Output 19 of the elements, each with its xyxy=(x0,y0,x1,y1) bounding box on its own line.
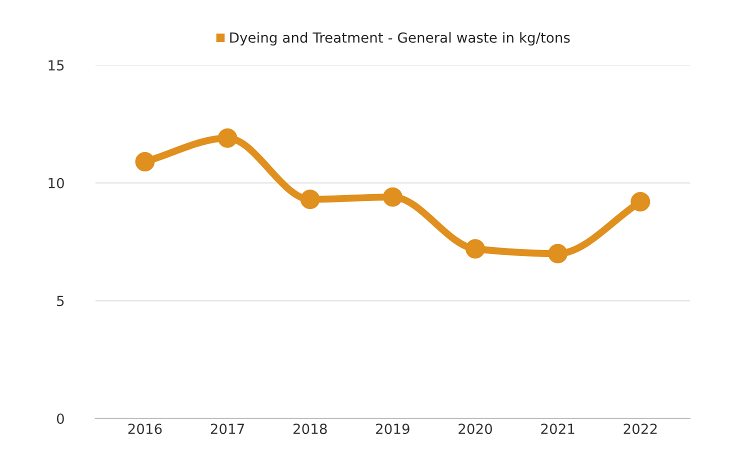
point xyxy=(548,244,568,264)
y-tick-label: 0 xyxy=(56,413,64,424)
y-tick-label: 15 xyxy=(48,60,64,71)
point xyxy=(218,128,238,148)
x-tick-label: 2021 xyxy=(541,424,574,434)
legend-label: Dyeing and Treatment - General waste in kg/tons xyxy=(230,32,570,46)
x-tick-label: 2017 xyxy=(210,424,244,434)
x-tick-label: 2022 xyxy=(624,424,657,434)
point xyxy=(300,190,320,210)
y-tick-label: 5 xyxy=(57,296,64,306)
x-tick-label: 2018 xyxy=(293,424,327,434)
x-tick-label: 2016 xyxy=(128,424,162,434)
point xyxy=(466,239,485,259)
point xyxy=(630,192,650,212)
x-tick-label: 2020 xyxy=(458,424,492,434)
point xyxy=(135,152,155,172)
y-tick-label: 10 xyxy=(48,178,64,188)
point xyxy=(382,187,402,207)
x-tick-label: 2019 xyxy=(376,424,410,434)
